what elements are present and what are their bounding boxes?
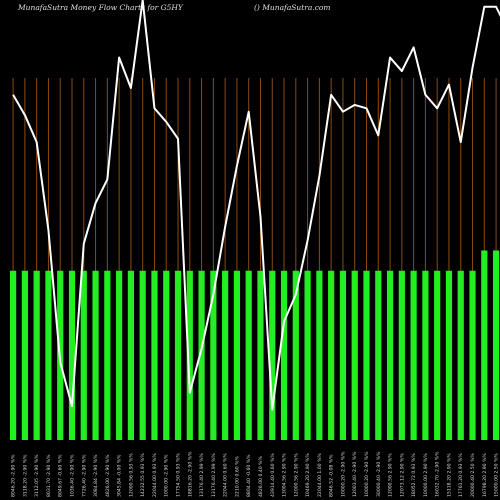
x-tick-label: 13176.40 2.99 %% — [211, 453, 217, 497]
x-tick-label: 15000.00 2.50 %% — [494, 453, 500, 497]
bar — [398, 270, 405, 440]
x-tick-label: 12003.40 -2.90 %% — [352, 451, 358, 497]
x-tick-label: 17754.50 0.93 %% — [176, 453, 182, 497]
bar — [445, 270, 453, 440]
bar — [481, 250, 488, 440]
x-tick-label: 8804.40 -0.60 %% — [246, 454, 252, 497]
x-tick-label: 22044.00 0.60 %% — [223, 453, 229, 497]
bar — [10, 270, 17, 440]
x-tick-label: 43914.40 0.60 %% — [270, 453, 276, 497]
x-tick-label: 8046.20 -2.90 %% — [11, 454, 17, 497]
x-tick-label: 12073.12 2.90 %% — [399, 453, 405, 497]
x-tick-label: 10000.20 -2.90 %% — [364, 451, 370, 497]
bar — [210, 270, 217, 440]
bar — [269, 270, 276, 440]
bar — [222, 270, 229, 440]
x-tick-label: 22044.00 1.00 %% — [317, 453, 323, 497]
bar — [492, 250, 500, 440]
x-tick-label: 2210.00 0.60 %% — [234, 455, 240, 497]
bar — [457, 270, 464, 440]
x-tick-label: 3118.20 -2.90 %% — [22, 454, 28, 497]
bar — [280, 270, 288, 440]
x-tick-label: 8046.52 -0.08 %% — [329, 454, 335, 497]
bar — [292, 270, 299, 440]
bar — [351, 270, 358, 440]
bar — [127, 270, 134, 440]
bar — [116, 270, 123, 440]
x-tick-label: 13004.56 2.90 %% — [282, 453, 288, 497]
bar — [151, 270, 158, 440]
bar — [434, 270, 441, 440]
bar — [375, 270, 382, 440]
bar — [68, 270, 76, 440]
x-tick-label: 17761.20 0.93 %% — [458, 453, 464, 497]
x-tick-label: 15118.20 2.90 %% — [446, 453, 452, 497]
chart-title: MunafaSutra Money Flow Charts for G5HY — [18, 3, 183, 12]
x-tick-label: 1000.00 -2.90 %% — [164, 454, 170, 497]
x-tick-label: 20000.40 2.50 %% — [470, 453, 476, 497]
x-tick-label: 18816.20 -2.90 %% — [187, 451, 193, 497]
bar — [45, 270, 52, 440]
x-tick-label: 12000.56 2.90 %% — [293, 453, 299, 497]
bar — [80, 270, 87, 440]
bar — [233, 270, 241, 440]
line-series — [12, 0, 500, 411]
x-tick-label: 18052.72 0.93 %% — [411, 453, 417, 497]
bar — [139, 270, 146, 440]
money-flow-line — [12, 0, 500, 411]
bar — [104, 270, 111, 440]
bar — [316, 270, 323, 440]
x-tick-label: 8049.67 -0.60 %% — [58, 454, 64, 497]
x-tick-label: 12000.56 0.93 %% — [128, 453, 134, 497]
x-tick-label: 1036.40 -2.90 %% — [70, 454, 76, 497]
bar — [33, 270, 40, 440]
bar — [186, 270, 193, 440]
bar — [92, 270, 99, 440]
x-tick-label: 16032.70 -2.90 %% — [435, 451, 441, 497]
x-tick-label: 3112.05 -2.90 %% — [34, 454, 40, 497]
bar — [328, 270, 335, 440]
x-tick-label: 14232.55 0.93 %% — [140, 453, 146, 497]
bar — [174, 270, 182, 440]
x-tick-label: 10469.20 2.90 %% — [305, 453, 311, 497]
x-tick-label: 10000.00 2.90 %% — [423, 453, 429, 497]
bar — [410, 270, 417, 440]
watermark: () MunafaSutra.com — [254, 3, 331, 12]
x-tick-label: 22044.00 0.93 %% — [152, 453, 158, 497]
x-tick-label: 30000.40 -2.90 %% — [376, 451, 382, 497]
x-tick-label: 7726.40 -2.90 %% — [81, 454, 87, 497]
bar — [21, 270, 28, 440]
bar — [422, 270, 429, 440]
bar — [339, 270, 347, 440]
x-tick-label: 16798.20 2.90 %% — [482, 453, 488, 497]
x-tick-label: 8031.70 -2.90 %% — [46, 454, 52, 497]
bar-series — [10, 250, 500, 440]
x-tick-label: 10000.20 -2.90 %% — [340, 451, 346, 497]
bar — [386, 270, 394, 440]
x-tick-label: 4826.00 -2.90 %% — [105, 454, 111, 497]
bar — [304, 270, 311, 440]
bar — [257, 270, 264, 440]
bar — [198, 270, 205, 440]
bar — [363, 270, 370, 440]
bar — [469, 270, 476, 440]
x-tick-label: 12000.56 2.90 %% — [388, 453, 394, 497]
x-tick-labels: 8046.20 -2.90 %% 3118.20 -2.90 %% 3112.05 … — [11, 451, 500, 497]
bar — [163, 270, 170, 440]
x-tick-label: 13176.40 2.99 %% — [199, 453, 205, 497]
x-tick-label: 3084.84 -2.90 %% — [93, 454, 99, 497]
x-tick-label: 4826.00 0.40 %% — [258, 455, 264, 497]
x-tick-label: 3045.84 -0.00 %% — [117, 454, 123, 497]
bar — [245, 270, 252, 440]
